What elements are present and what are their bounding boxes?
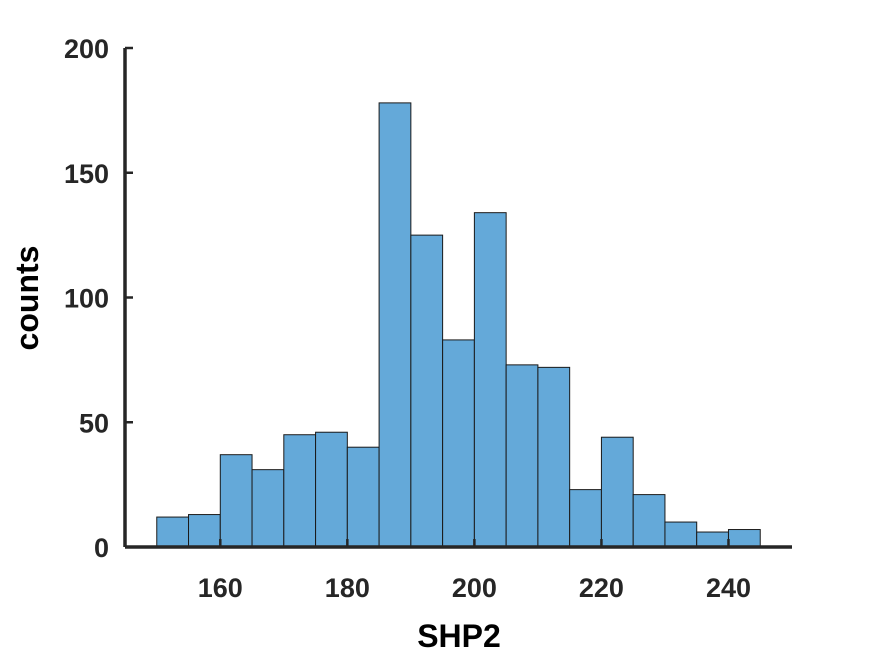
x-tick-label: 200 xyxy=(452,573,497,603)
y-tick-label: 200 xyxy=(64,34,109,64)
histogram-bar xyxy=(156,516,190,548)
histogram-bar xyxy=(442,339,475,548)
y-tick-label: 150 xyxy=(64,159,109,189)
histogram-bar xyxy=(251,469,285,548)
histogram-bar xyxy=(283,434,317,548)
histogram-bar xyxy=(569,489,602,548)
y-axis-label: counts xyxy=(9,246,45,351)
histogram-bar xyxy=(727,529,761,548)
histogram-bars xyxy=(156,102,761,548)
y-tick-label: 100 xyxy=(64,284,109,314)
histogram-bar xyxy=(696,531,729,548)
x-tick-label: 220 xyxy=(579,573,624,603)
histogram-bar xyxy=(378,102,412,548)
x-tick-label: 240 xyxy=(706,573,751,603)
y-tick-label: 0 xyxy=(94,533,109,563)
histogram-bar xyxy=(664,521,698,548)
y-tick-label: 50 xyxy=(79,408,109,438)
ticks: 160 180 200 220 240 0 50 100 150 200 xyxy=(64,34,751,603)
histogram-bar xyxy=(219,454,253,548)
x-tick-label: 180 xyxy=(325,573,370,603)
x-axis-label: SHP2 xyxy=(417,618,501,654)
histogram-bar xyxy=(600,436,634,548)
histogram-bar xyxy=(537,366,571,548)
histogram-bar xyxy=(410,234,444,548)
histogram-bar xyxy=(188,514,221,548)
histogram-bar xyxy=(505,364,539,548)
x-tick-label: 160 xyxy=(198,573,243,603)
histogram-bar xyxy=(346,446,380,548)
histogram-bar xyxy=(473,212,507,548)
histogram-bar xyxy=(315,431,348,548)
histogram-bar xyxy=(632,494,666,548)
